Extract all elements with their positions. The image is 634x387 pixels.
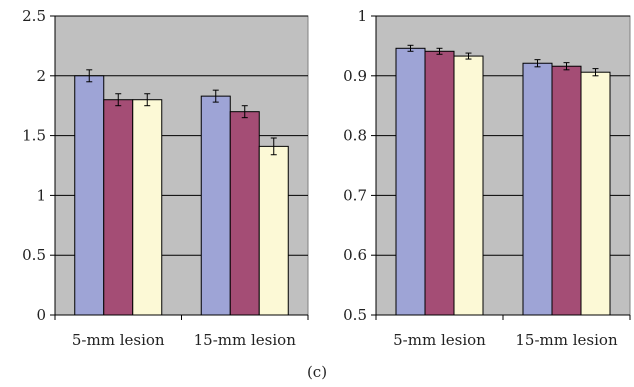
y-tick-label: 0 — [36, 306, 46, 324]
category-label: 15-mm lesion — [515, 331, 618, 349]
y-tick-label: 0.5 — [22, 246, 46, 264]
bar — [395, 47, 426, 316]
y-tick-label: 1 — [357, 7, 367, 25]
bar — [200, 95, 231, 316]
bar — [132, 99, 163, 316]
bar — [229, 111, 260, 316]
y-tick-label: 0.5 — [343, 306, 367, 324]
chart-right: 0.50.60.70.80.915-mm lesion 15-mm lesion — [343, 7, 631, 349]
bar — [424, 50, 455, 316]
figure-caption: (c) — [307, 363, 327, 381]
bar — [74, 75, 105, 316]
chart-left: 0 0.5 1 1.5 2 2.5 5-mm lesion 15-mm lesion — [22, 7, 309, 349]
bar — [103, 99, 134, 316]
category-label: 5-mm lesion — [393, 331, 486, 349]
y-tick-label: 0.7 — [343, 186, 367, 204]
y-tick-label: 2.5 — [22, 7, 46, 25]
y-tick-label: 0.9 — [343, 67, 367, 85]
y-tick-label: 1.5 — [22, 127, 46, 145]
y-tick-label: 0.8 — [343, 127, 367, 145]
y-tick-label: 2 — [36, 67, 46, 85]
bar — [453, 55, 484, 316]
y-tick-label: 1 — [36, 186, 46, 204]
y-tick-label: 0.6 — [343, 246, 367, 264]
bar — [551, 65, 582, 316]
bar — [258, 145, 289, 316]
category-label: 5-mm lesion — [72, 331, 165, 349]
bar — [522, 62, 553, 316]
category-label: 15-mm lesion — [194, 331, 297, 349]
bar — [580, 71, 611, 316]
